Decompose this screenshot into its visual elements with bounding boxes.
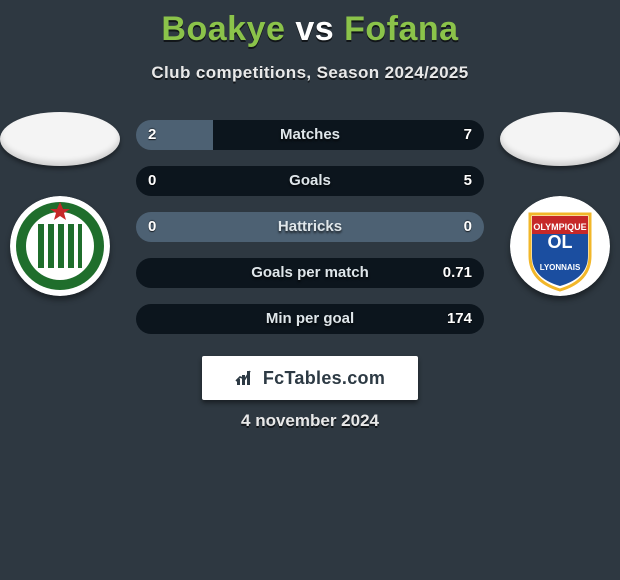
- branding-text: FcTables.com: [263, 368, 385, 389]
- comparison-title: Boakye vs Fofana: [0, 0, 620, 49]
- left-player-column: [0, 112, 130, 296]
- svg-text:OLYMPIQUE: OLYMPIQUE: [533, 222, 586, 232]
- subtitle: Club competitions, Season 2024/2025: [0, 63, 620, 83]
- stat-bars: 27Matches05Goals00Hattricks0.71Goals per…: [136, 120, 484, 350]
- vs-word: vs: [295, 10, 334, 48]
- stat-value-right: 5: [452, 166, 484, 196]
- stat-row: 174Min per goal: [136, 304, 484, 334]
- left-club-crest: [10, 196, 110, 296]
- stat-value-right: 0: [452, 212, 484, 242]
- stat-value-left: 0: [136, 212, 168, 242]
- chart-icon: [235, 369, 257, 387]
- player1-name: Boakye: [161, 10, 285, 48]
- stat-row: 05Goals: [136, 166, 484, 196]
- stat-value-left: [136, 304, 160, 334]
- stat-value-right: 0.71: [431, 258, 484, 288]
- date-text: 4 november 2024: [0, 411, 620, 431]
- stat-row: 27Matches: [136, 120, 484, 150]
- player2-name: Fofana: [344, 10, 458, 48]
- stat-value-left: 0: [136, 166, 168, 196]
- stat-row: 00Hattricks: [136, 212, 484, 242]
- stat-value-right: 174: [435, 304, 484, 334]
- stat-value-right: 7: [452, 120, 484, 150]
- stat-value-left: 2: [136, 120, 168, 150]
- left-country-flag: [0, 112, 120, 166]
- stat-row: 0.71Goals per match: [136, 258, 484, 288]
- svg-text:LYONNAIS: LYONNAIS: [540, 263, 581, 272]
- stat-value-left: [136, 258, 160, 288]
- right-country-flag: [500, 112, 620, 166]
- right-player-column: OLYMPIQUE OL LYONNAIS: [490, 112, 620, 296]
- svg-text:OL: OL: [548, 232, 573, 252]
- right-club-crest: OLYMPIQUE OL LYONNAIS: [510, 196, 610, 296]
- branding-box: FcTables.com: [202, 356, 418, 400]
